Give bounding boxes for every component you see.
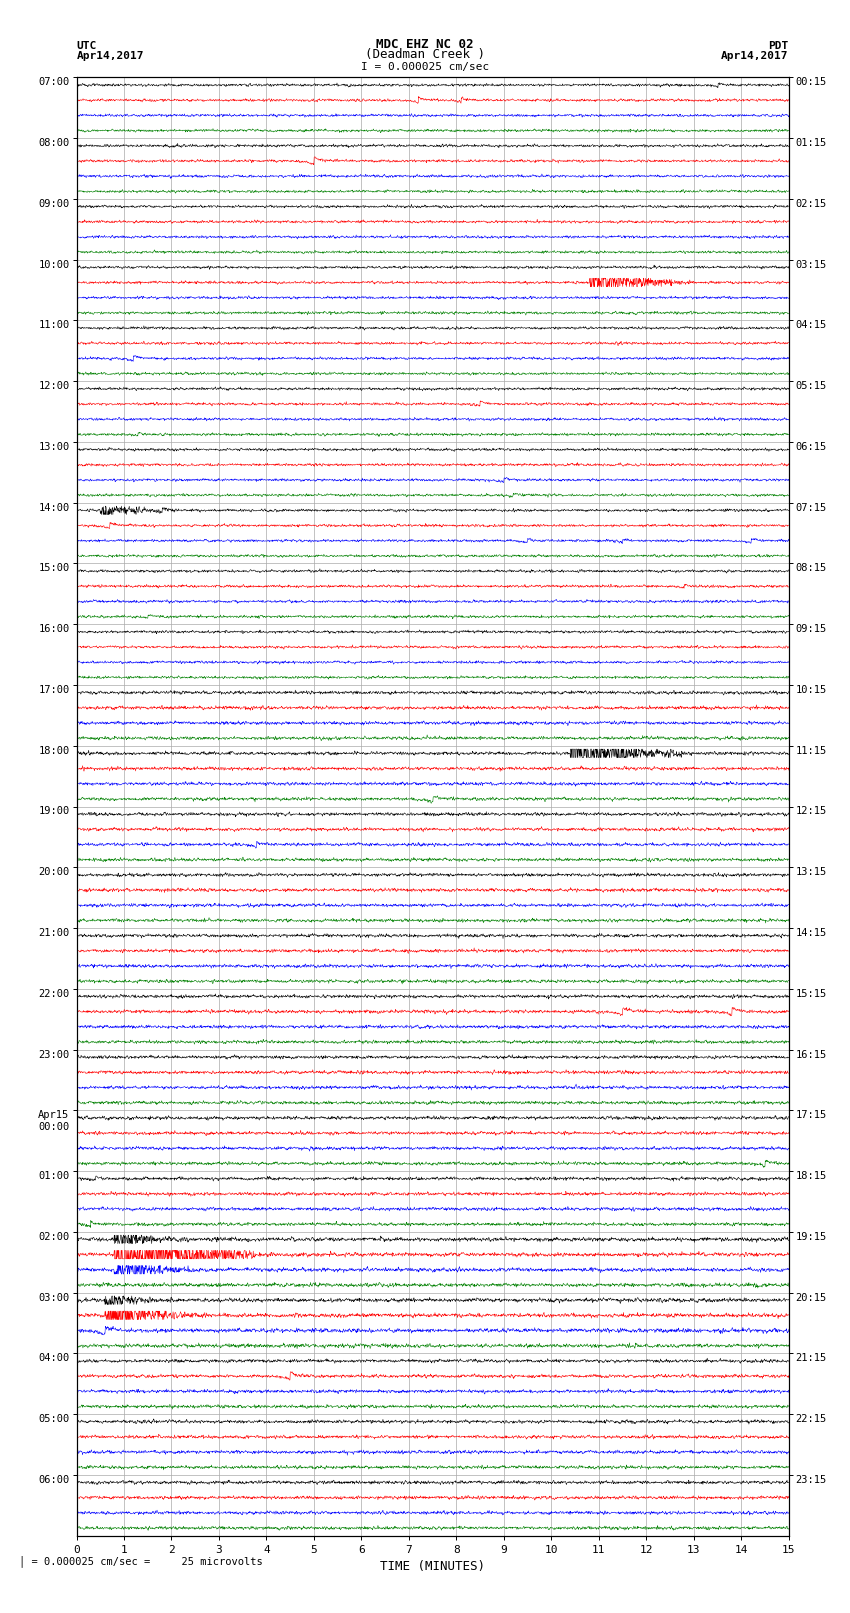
Text: MDC EHZ NC 02: MDC EHZ NC 02 (377, 37, 473, 50)
Text: (Deadman Creek ): (Deadman Creek ) (365, 48, 485, 61)
Text: Apr14,2017: Apr14,2017 (722, 52, 789, 61)
Text: │ = 0.000025 cm/sec =     25 microvolts: │ = 0.000025 cm/sec = 25 microvolts (19, 1555, 263, 1566)
Text: Apr14,2017: Apr14,2017 (76, 52, 144, 61)
Text: UTC: UTC (76, 40, 97, 50)
Text: PDT: PDT (768, 40, 789, 50)
X-axis label: TIME (MINUTES): TIME (MINUTES) (380, 1560, 485, 1573)
Text: I = 0.000025 cm/sec: I = 0.000025 cm/sec (361, 61, 489, 71)
